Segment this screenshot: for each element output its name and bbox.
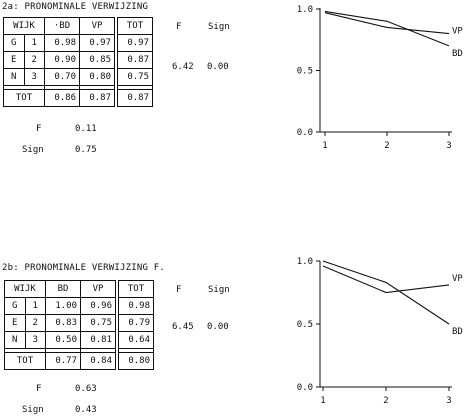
cell-bd: 0.90	[44, 51, 80, 69]
row-number: 3	[23, 68, 45, 86]
cell-vp: 0.80	[79, 68, 115, 86]
cell-bd: 0.83	[45, 314, 81, 332]
line-chart-b: 0.0 0.5 1.0 1 2 3 VP BD	[297, 257, 464, 406]
table-total-row: TOT 0.77 0.84 0.80	[4, 352, 154, 370]
table-header-row: WIJK ·BD VP TOT	[3, 17, 153, 35]
cell-bd: 0.98	[44, 34, 80, 52]
y-tick-label: 0.5	[297, 320, 313, 330]
cell-vp: 0.81	[80, 331, 116, 349]
table-row: E 2 0.83 0.75 0.79	[4, 314, 154, 332]
cell-bd: 0.70	[44, 68, 80, 86]
total-tot: 0.80	[118, 352, 154, 370]
below-sign-label: Sign	[22, 145, 44, 155]
row-letter: E	[3, 51, 25, 69]
cell-vp: 0.97	[79, 34, 115, 52]
series-line-bd	[322, 260, 450, 325]
below-f-value: 0.11	[75, 124, 97, 134]
col-header-vp: VP	[80, 280, 116, 298]
col-header-wijk: WIJK	[3, 17, 45, 35]
stats-sign-label: Sign	[208, 22, 230, 32]
below-f-label: F	[36, 124, 42, 134]
below-sign-value: 0.75	[75, 145, 97, 155]
line-chart-a: 0.0 0.5 1.0 1 2 3 BD VP	[297, 5, 464, 151]
cell-bd: 1.00	[45, 297, 81, 315]
y-tick-label: 0.0	[297, 383, 313, 393]
table-row: G 1 1.00 0.96 0.98	[4, 297, 154, 315]
y-tick-label: 0.5	[297, 67, 313, 77]
col-header-bd: BD	[45, 280, 81, 298]
x-tick-label: 2	[383, 396, 388, 406]
x-tick-label: 3	[446, 141, 451, 151]
row-letter: N	[4, 331, 26, 349]
y-tick-label: 1.0	[297, 5, 313, 15]
total-vp: 0.87	[79, 89, 115, 107]
cell-tot: 0.79	[118, 314, 154, 332]
table-row: N 3 0.70 0.80 0.75	[3, 68, 153, 86]
stats-sign-value: 0.00	[207, 322, 229, 332]
row-number: 3	[24, 331, 46, 349]
series-line-bd	[324, 10, 450, 47]
stats-f-value: 6.42	[172, 62, 194, 72]
stats-sign-value: 0.00	[207, 62, 229, 72]
x-tick-label: 1	[322, 141, 327, 151]
cell-tot: 0.75	[117, 68, 153, 86]
series-line-vp	[324, 12, 450, 35]
below-sign-label: Sign	[22, 405, 44, 415]
cell-vp: 0.75	[80, 314, 116, 332]
table-total-row: TOT 0.86 0.87 0.87	[3, 89, 153, 107]
x-tick-label: 1	[320, 396, 325, 406]
stats-f-value: 6.45	[172, 322, 194, 332]
col-header-bd: ·BD	[44, 17, 80, 35]
row-number: 2	[23, 51, 45, 69]
table-row: N 3 0.50 0.81 0.64	[4, 331, 154, 349]
total-bd: 0.77	[45, 352, 81, 370]
cell-tot: 0.64	[118, 331, 154, 349]
row-letter: N	[3, 68, 25, 86]
total-bd: 0.86	[44, 89, 80, 107]
cell-bd: 0.50	[45, 331, 81, 349]
below-f-label: F	[36, 384, 42, 394]
cell-tot: 0.87	[117, 51, 153, 69]
bd-prefix: ·	[53, 21, 60, 31]
total-vp: 0.84	[80, 352, 116, 370]
series-label-bd: BD	[452, 49, 463, 59]
series-label-vp: VP	[452, 274, 463, 284]
stats-sign-label: Sign	[208, 285, 230, 295]
stats-f-label: F	[176, 285, 182, 295]
row-number: 2	[24, 314, 46, 332]
below-f-value: 0.63	[75, 384, 97, 394]
col-header-vp: VP	[79, 17, 115, 35]
x-tick-label: 2	[384, 141, 389, 151]
series-label-vp: VP	[452, 27, 463, 37]
cell-tot: 0.98	[118, 297, 154, 315]
total-label: TOT	[4, 352, 46, 370]
panel-a-table: WIJK ·BD VP TOT G 1 0.98 0.97 0.97 E 2 0…	[3, 17, 153, 107]
y-tick-label: 0.0	[297, 128, 313, 138]
table-row: E 2 0.90 0.85 0.87	[3, 51, 153, 69]
stats-f-label: F	[176, 22, 182, 32]
col-header-tot: TOT	[117, 17, 153, 35]
panel-b-table: WIJK BD VP TOT G 1 1.00 0.96 0.98 E 2 0.…	[4, 280, 154, 370]
row-letter: E	[4, 314, 26, 332]
table-row: G 1 0.98 0.97 0.97	[3, 34, 153, 52]
row-letter: G	[4, 297, 26, 315]
panel-b-heading: 2b: PRONOMINALE VERWIJZING F.	[2, 263, 165, 273]
x-tick-label: 3	[446, 396, 451, 406]
panel-a-heading: 2a: PRONOMINALE VERWIJZING	[2, 2, 149, 12]
row-number: 1	[24, 297, 46, 315]
cell-vp: 0.85	[79, 51, 115, 69]
series-line-vp	[322, 265, 450, 294]
series-label-bd: BD	[452, 327, 463, 337]
col-header-wijk: WIJK	[4, 280, 46, 298]
cell-tot: 0.97	[117, 34, 153, 52]
row-letter: G	[3, 34, 25, 52]
col-header-tot: TOT	[118, 280, 154, 298]
y-tick-label: 1.0	[297, 257, 313, 267]
total-tot: 0.87	[117, 89, 153, 107]
cell-vp: 0.96	[80, 297, 116, 315]
total-label: TOT	[3, 89, 45, 107]
below-sign-value: 0.43	[75, 405, 97, 415]
table-header-row: WIJK BD VP TOT	[4, 280, 154, 298]
row-number: 1	[23, 34, 45, 52]
